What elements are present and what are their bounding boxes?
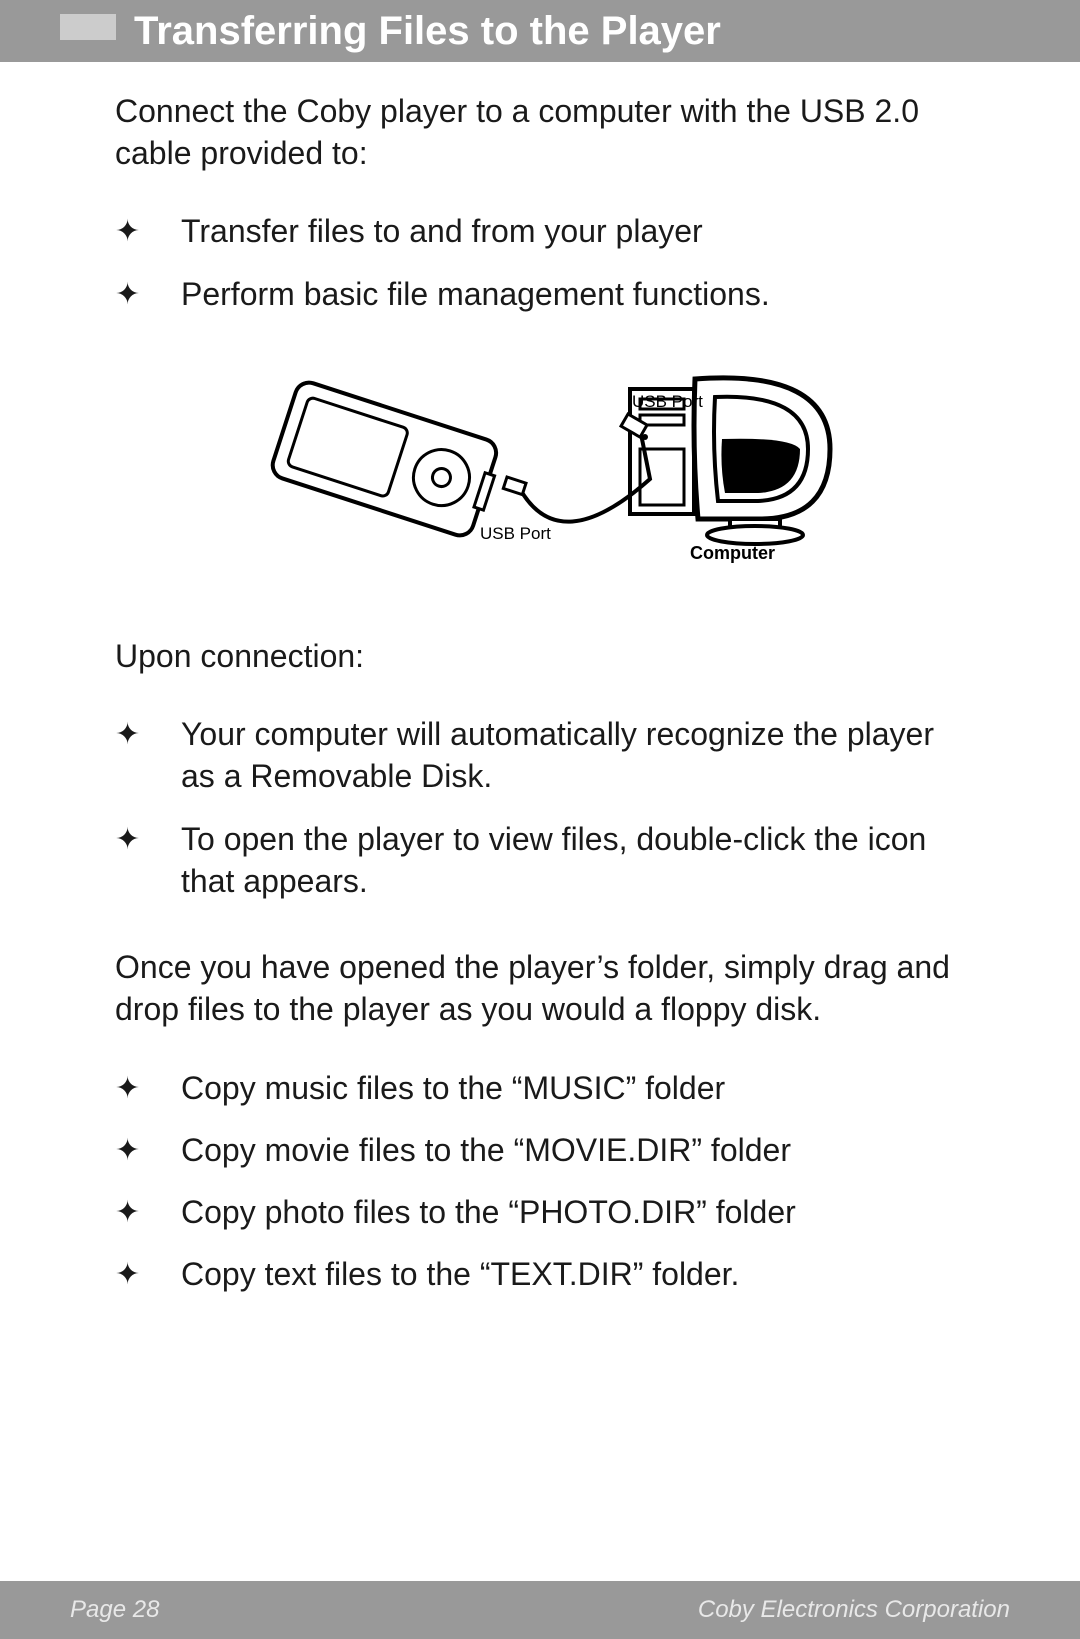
bullet-star-icon: ✦ xyxy=(115,1129,181,1171)
intro-paragraph: Connect the Coby player to a computer wi… xyxy=(115,90,965,174)
bullet-star-icon: ✦ xyxy=(115,273,181,315)
bullet-item: ✦ Your computer will automatically recog… xyxy=(115,713,965,797)
player-icon xyxy=(269,379,504,541)
bullet-text: To open the player to view files, double… xyxy=(181,818,965,902)
bullet-text: Your computer will automatically recogni… xyxy=(181,713,965,797)
footer-page-number: Page 28 xyxy=(70,1596,159,1624)
sub-heading: Upon connection: xyxy=(115,635,965,677)
footer-company: Coby Electronics Corporation xyxy=(698,1596,1010,1624)
bullet-text: Copy photo files to the “PHOTO.DIR” fold… xyxy=(181,1191,965,1233)
bullet-star-icon: ✦ xyxy=(115,1191,181,1233)
header-tab-decoration xyxy=(60,14,116,40)
bullet-text: Copy music files to the “MUSIC” folder xyxy=(181,1067,965,1109)
bullet-item: ✦ Copy music files to the “MUSIC” folder xyxy=(115,1067,965,1109)
header-bar: Transferring Files to the Player xyxy=(0,0,1080,62)
bullet-text: Copy movie files to the “MOVIE.DIR” fold… xyxy=(181,1129,965,1171)
bullet-item: ✦ Copy text files to the “TEXT.DIR” fold… xyxy=(115,1253,965,1295)
footer-bar: Page 28 Coby Electronics Corporation xyxy=(0,1581,1080,1639)
diagram-label-usb-player: USB Port xyxy=(480,524,551,543)
bullet-star-icon: ✦ xyxy=(115,1253,181,1295)
bullet-item: ✦ Copy movie files to the “MOVIE.DIR” fo… xyxy=(115,1129,965,1171)
computer-monitor-icon xyxy=(694,378,830,544)
bullet-list-3: ✦ Copy music files to the “MUSIC” folder… xyxy=(115,1067,965,1296)
bullet-text: Copy text files to the “TEXT.DIR” folder… xyxy=(181,1253,965,1295)
bullet-star-icon: ✦ xyxy=(115,818,181,902)
diagram-label-usb-pc: USB Port xyxy=(632,392,703,411)
bullet-list-1: ✦ Transfer files to and from your player… xyxy=(115,210,965,314)
bullet-list-2: ✦ Your computer will automatically recog… xyxy=(115,713,965,902)
bullet-star-icon: ✦ xyxy=(115,210,181,252)
page-title: Transferring Files to the Player xyxy=(134,9,721,54)
bullet-item: ✦ To open the player to view files, doub… xyxy=(115,818,965,902)
content-area: Connect the Coby player to a computer wi… xyxy=(0,62,1080,1296)
drag-drop-paragraph: Once you have opened the player’s folder… xyxy=(115,946,965,1030)
bullet-item: ✦ Copy photo files to the “PHOTO.DIR” fo… xyxy=(115,1191,965,1233)
bullet-item: ✦ Perform basic file management function… xyxy=(115,273,965,315)
bullet-text: Transfer files to and from your player xyxy=(181,210,965,252)
bullet-star-icon: ✦ xyxy=(115,1067,181,1109)
bullet-item: ✦ Transfer files to and from your player xyxy=(115,210,965,252)
connection-diagram: USB Port USB Port Computer xyxy=(115,359,965,579)
bullet-star-icon: ✦ xyxy=(115,713,181,797)
diagram-label-computer: Computer xyxy=(690,543,775,563)
bullet-text: Perform basic file management functions. xyxy=(181,273,965,315)
